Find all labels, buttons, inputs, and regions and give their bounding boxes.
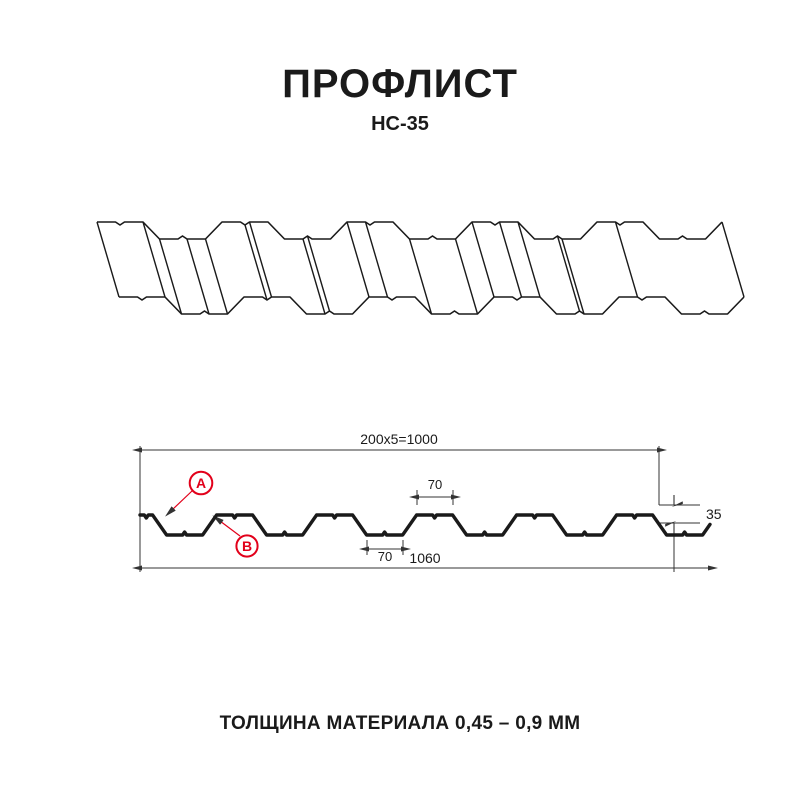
svg-text:200x5=1000: 200x5=1000 — [360, 431, 438, 447]
svg-text:B: B — [242, 538, 252, 554]
svg-text:35: 35 — [706, 506, 722, 522]
svg-text:1060: 1060 — [409, 550, 440, 566]
svg-text:70: 70 — [378, 549, 392, 564]
svg-text:70: 70 — [428, 477, 442, 492]
svg-text:A: A — [196, 475, 206, 491]
